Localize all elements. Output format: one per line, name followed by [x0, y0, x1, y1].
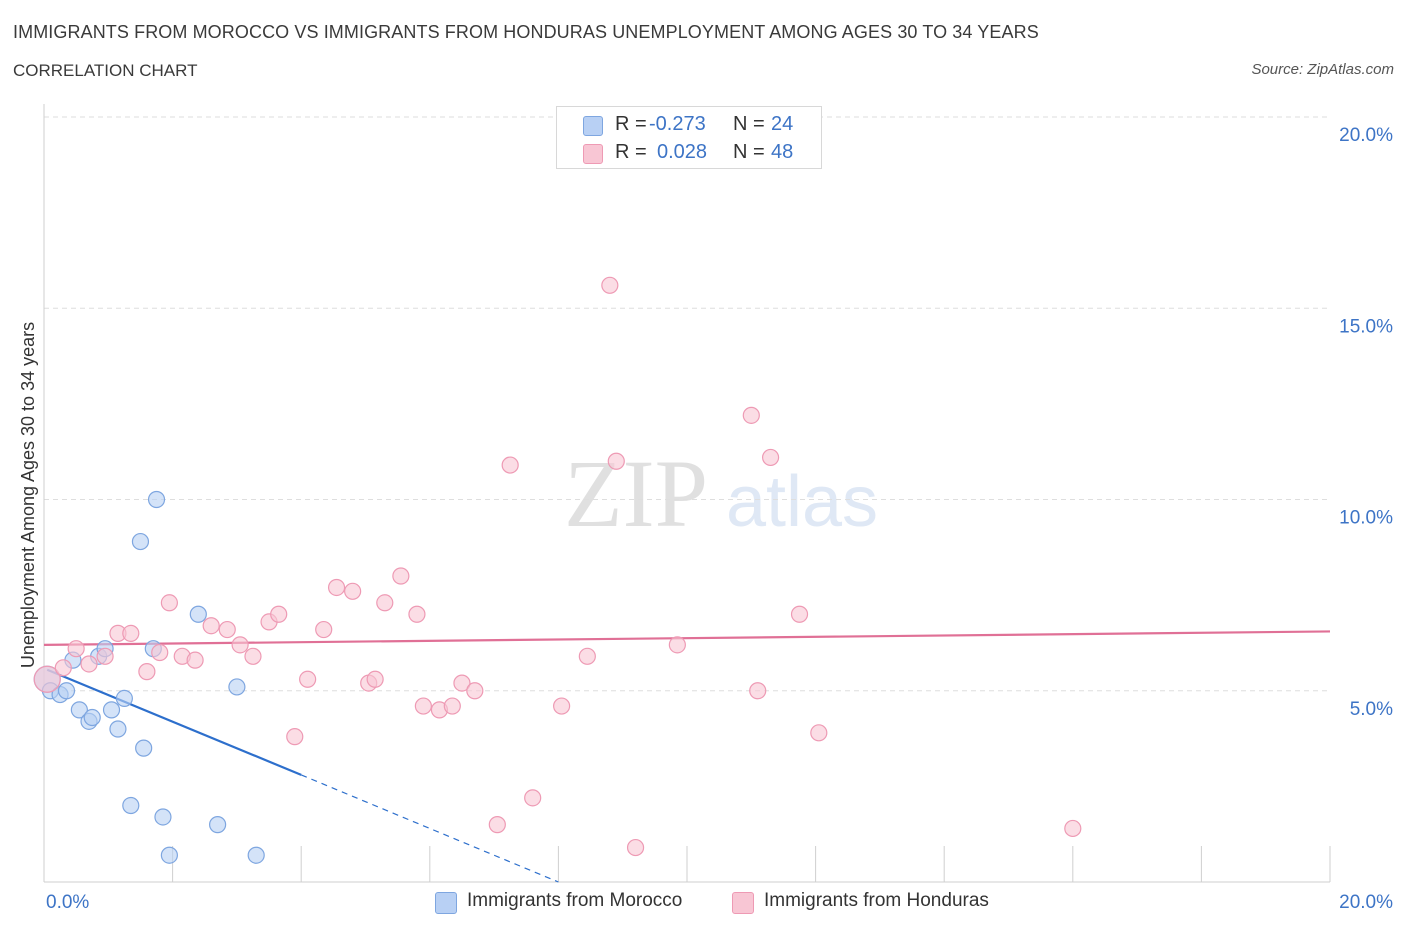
- trend-lines: [43, 630, 1331, 883]
- honduras-point: [54, 659, 72, 677]
- y-tick-label: 5.0%: [1350, 699, 1393, 720]
- x-tick-label: 20.0%: [1339, 892, 1393, 913]
- legend-r-value-morocco: -0.273: [649, 113, 706, 135]
- morocco-point: [131, 532, 150, 551]
- honduras-point: [244, 647, 262, 665]
- honduras-swatch: [583, 144, 603, 164]
- legend-n-label: N =: [733, 141, 765, 163]
- morocco-point: [102, 701, 121, 719]
- honduras-point: [408, 605, 426, 623]
- honduras-point: [488, 816, 506, 834]
- honduras-point: [1064, 819, 1082, 838]
- honduras-point: [742, 406, 760, 424]
- honduras-point: [231, 636, 249, 654]
- morocco-point: [228, 678, 246, 696]
- morocco-point: [135, 739, 153, 757]
- honduras-point: [151, 643, 169, 662]
- honduras-swatch: [732, 892, 754, 914]
- legend-r-label: R =: [615, 113, 647, 135]
- honduras-point: [67, 640, 85, 658]
- morocco-point: [83, 708, 101, 727]
- data-points: [33, 276, 1082, 864]
- legend-label-honduras: Immigrants from Honduras: [764, 890, 989, 911]
- honduras-point: [33, 665, 61, 693]
- y-tick-label: 20.0%: [1339, 125, 1393, 146]
- honduras-point: [376, 594, 394, 612]
- watermark: ZIP atlas: [564, 440, 878, 547]
- honduras-point: [344, 582, 362, 600]
- honduras-point: [392, 567, 410, 585]
- honduras-point: [501, 456, 519, 474]
- legend-n-label: N =: [733, 113, 765, 135]
- morocco-trend-line: [46, 668, 302, 776]
- honduras-point: [466, 682, 484, 700]
- honduras-point: [315, 620, 333, 639]
- morocco-point: [57, 682, 76, 700]
- honduras-point: [601, 276, 619, 294]
- legend-r-value-honduras: 0.028: [657, 141, 708, 163]
- honduras-point: [160, 594, 178, 612]
- y-tick-label: 10.0%: [1339, 508, 1393, 529]
- honduras-point: [327, 578, 346, 597]
- axes: [43, 104, 1331, 883]
- gridlines: [44, 116, 1330, 692]
- honduras-point: [202, 617, 220, 635]
- honduras-point: [138, 663, 156, 681]
- legend-n-value-morocco: 24: [771, 113, 794, 135]
- honduras-point: [668, 636, 686, 654]
- honduras-point: [218, 620, 236, 639]
- honduras-point: [122, 624, 140, 642]
- morocco-point: [147, 490, 166, 509]
- legend-label-morocco: Immigrants from Morocco: [467, 890, 683, 911]
- honduras-point: [626, 838, 645, 857]
- honduras-point: [810, 724, 828, 742]
- honduras-point: [578, 647, 596, 665]
- morocco-point: [109, 720, 127, 738]
- y-axis-label: Unemployment Among Ages 30 to 34 years: [18, 322, 38, 668]
- honduras-point: [443, 697, 461, 715]
- x-tick-label: 0.0%: [46, 892, 89, 913]
- legend-r-label: R =: [615, 141, 647, 163]
- morocco-point: [247, 846, 265, 864]
- morocco-point: [189, 605, 207, 623]
- honduras-point: [270, 605, 288, 623]
- tick-labels: 5.0% 10.0% 15.0% 20.0% 0.0% 20.0%: [46, 125, 1393, 913]
- morocco-point: [209, 816, 227, 834]
- chart-title: IMMIGRANTS FROM MOROCCO VS IMMIGRANTS FR…: [13, 22, 1039, 42]
- honduras-point: [553, 697, 571, 715]
- legend-n-value-honduras: 48: [771, 141, 794, 163]
- honduras-point: [186, 651, 204, 669]
- honduras-trend-line: [43, 630, 1331, 646]
- honduras-point: [366, 670, 384, 688]
- honduras-point: [524, 789, 542, 807]
- honduras-point: [790, 605, 809, 623]
- honduras-point: [453, 674, 471, 692]
- correlation-legend: R = -0.273 N = 24 R = 0.028 N = 48: [556, 106, 822, 169]
- watermark-atlas: atlas: [726, 462, 878, 542]
- chart-subtitle: CORRELATION CHART: [13, 61, 198, 80]
- honduras-point: [607, 452, 625, 470]
- morocco-point: [122, 796, 140, 815]
- morocco-point: [154, 808, 172, 826]
- honduras-point: [96, 647, 114, 665]
- watermark-zip: ZIP: [564, 440, 708, 547]
- morocco-point: [70, 701, 88, 719]
- honduras-point: [299, 670, 317, 688]
- morocco-point: [115, 689, 133, 708]
- source-label: Source: ZipAtlas.com: [1251, 61, 1394, 78]
- honduras-point: [761, 448, 780, 467]
- honduras-point: [414, 697, 432, 715]
- honduras-point: [286, 728, 304, 746]
- morocco-trend-extension: [300, 774, 559, 883]
- honduras-point: [749, 682, 767, 700]
- morocco-swatch: [583, 116, 603, 136]
- morocco-swatch: [435, 892, 457, 914]
- honduras-point: [80, 655, 98, 673]
- y-tick-label: 15.0%: [1339, 316, 1393, 337]
- morocco-point: [160, 846, 178, 864]
